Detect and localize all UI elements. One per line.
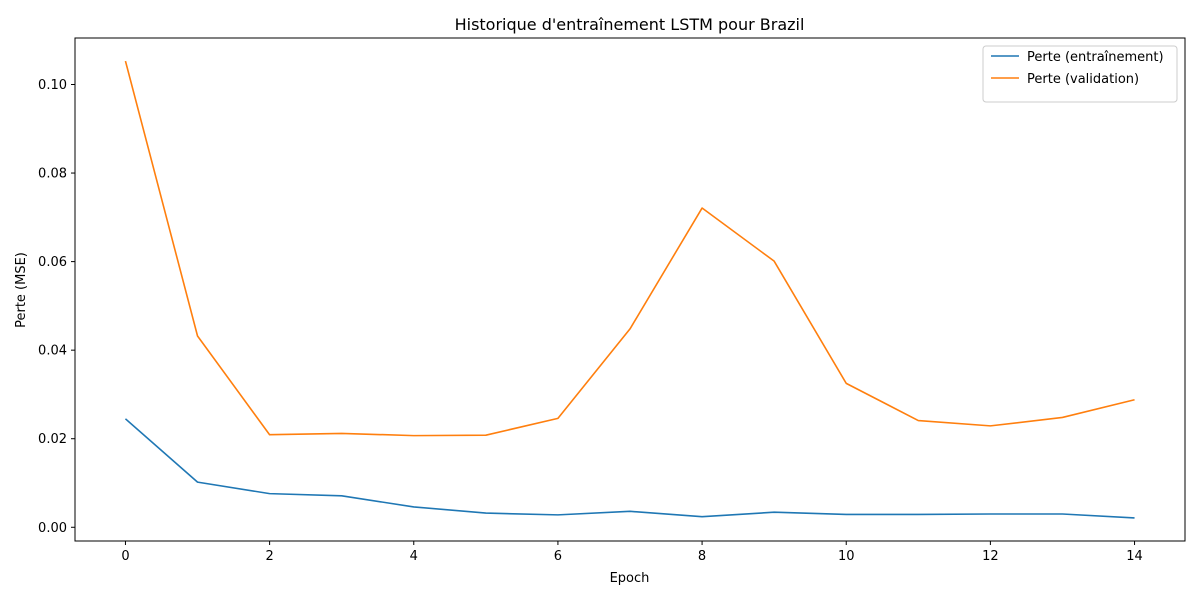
x-axis-label: Epoch: [610, 571, 650, 586]
legend-label-1: Perte (entraînement): [1027, 50, 1164, 65]
axes-frame: [74, 37, 1186, 542]
x-tick-label: 4: [410, 549, 418, 564]
y-tick-label: 0.06: [38, 255, 67, 270]
x-tick-label: 6: [554, 549, 562, 564]
y-axis-label: Perte (MSE): [14, 252, 29, 328]
legend-label-2: Perte (validation): [1027, 72, 1139, 87]
y-tick-label: 0.02: [38, 432, 67, 447]
x-tick-label: 2: [265, 549, 273, 564]
series-line-2: [124, 60, 1135, 437]
y-tick-label: 0.04: [38, 344, 67, 359]
x-tick-label: 14: [1126, 549, 1143, 564]
x-tick-label: 12: [982, 549, 999, 564]
plot-area: [124, 60, 1135, 519]
y-tick-label: 0.08: [38, 167, 67, 182]
legend: Perte (entraînement) Perte (validation): [982, 45, 1178, 103]
y-tick-label: 0.00: [38, 521, 67, 536]
x-tick-label: 0: [121, 549, 129, 564]
x-tick-label: 10: [838, 549, 855, 564]
legend-box: [982, 45, 1178, 103]
axes: 0 2 4 6 8 10 12 14 0.00 0.02 0.04 0.06 0.08 0.10: [38, 37, 1186, 564]
x-tick-label: 8: [698, 549, 706, 564]
series-line-1: [124, 418, 1135, 519]
y-tick-label: 0.10: [38, 78, 67, 93]
chart-title: Historique d'entraînement LSTM pour Braz…: [455, 15, 805, 34]
